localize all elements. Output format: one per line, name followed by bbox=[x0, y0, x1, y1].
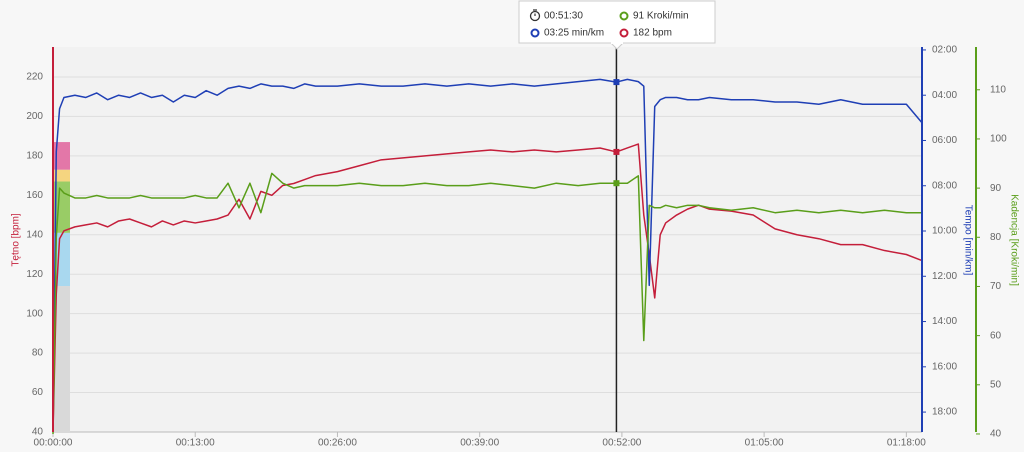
hr-zone bbox=[54, 142, 70, 170]
y2-tick-label: 14:00 bbox=[932, 316, 957, 327]
y-tick-label: 180 bbox=[26, 151, 43, 162]
y2-tick-label: 16:00 bbox=[932, 361, 957, 372]
y-tick-label: 140 bbox=[26, 229, 43, 240]
y-tick-label: 160 bbox=[26, 190, 43, 201]
hover-marker bbox=[613, 79, 620, 86]
y-axis-title: Tętno [bpm] bbox=[11, 213, 22, 267]
tooltip: 00:51:30 91 Kroki/min 03:25 min/km 182 b… bbox=[518, 0, 716, 50]
x-tick-label: 01:05:00 bbox=[745, 438, 784, 449]
y2-tick-label: 18:00 bbox=[932, 407, 957, 418]
y-tick-label: 100 bbox=[26, 308, 43, 319]
x-tick-label: 00:39:00 bbox=[460, 438, 499, 449]
y3-tick-label: 70 bbox=[990, 281, 1002, 292]
stopwatch-icon bbox=[529, 10, 541, 22]
hr-zone bbox=[54, 286, 70, 432]
y-tick-label: 60 bbox=[32, 387, 44, 398]
hr-icon bbox=[619, 28, 629, 38]
y2-axis-title: Tempo [min/km] bbox=[962, 205, 973, 276]
tooltip-hr: 182 bpm bbox=[633, 28, 672, 39]
tooltip-time: 00:51:30 bbox=[544, 11, 583, 22]
x-tick-label: 00:52:00 bbox=[602, 438, 641, 449]
hover-marker bbox=[613, 180, 620, 187]
tooltip-pace: 03:25 min/km bbox=[544, 28, 604, 39]
pace-icon bbox=[530, 28, 540, 38]
y2-tick-label: 08:00 bbox=[932, 180, 957, 191]
y-tick-label: 200 bbox=[26, 111, 43, 122]
x-tick-label: 00:26:00 bbox=[318, 438, 357, 449]
y3-tick-label: 50 bbox=[990, 379, 1002, 390]
y-tick-label: 120 bbox=[26, 269, 43, 280]
tooltip-cadence: 91 Kroki/min bbox=[633, 11, 689, 22]
plot-area: 40 60 80 100 120 140 160 180 200 220 02:00 04:00 06:… bbox=[26, 45, 1007, 449]
x-tick-label: 00:13:00 bbox=[176, 438, 215, 449]
y3-axis-title: Kadencja [Kroki/min] bbox=[1008, 194, 1019, 286]
y3-tick-label: 110 bbox=[990, 84, 1006, 95]
stopwatch-hand bbox=[533, 9, 537, 16]
y2-tick-label: 04:00 bbox=[932, 90, 957, 101]
y-tick-label: 40 bbox=[32, 427, 44, 438]
y3-tick-label: 80 bbox=[990, 232, 1002, 243]
y2-tick-label: 06:00 bbox=[932, 135, 957, 146]
y-tick-label: 80 bbox=[32, 348, 44, 359]
series-line bbox=[52, 78, 923, 431]
y3-tick-label: 40 bbox=[990, 429, 1002, 440]
y-tick-label: 220 bbox=[26, 72, 43, 83]
y2-tick-label: 02:00 bbox=[932, 45, 957, 56]
cadence-icon bbox=[619, 11, 629, 21]
series-line bbox=[52, 172, 922, 434]
y3-tick-label: 60 bbox=[990, 330, 1002, 341]
y2-tick-label: 12:00 bbox=[932, 271, 957, 282]
series-line bbox=[52, 143, 922, 433]
x-tick-label: 00:00:00 bbox=[34, 438, 73, 449]
y3-tick-label: 100 bbox=[990, 134, 1007, 145]
plot-background bbox=[53, 47, 922, 432]
y2-tick-label: 10:00 bbox=[932, 226, 957, 237]
x-tick-label: 01:18:00 bbox=[887, 438, 926, 449]
y3-tick-label: 90 bbox=[990, 183, 1002, 194]
hover-marker bbox=[613, 148, 620, 155]
hr-zone bbox=[54, 169, 70, 182]
